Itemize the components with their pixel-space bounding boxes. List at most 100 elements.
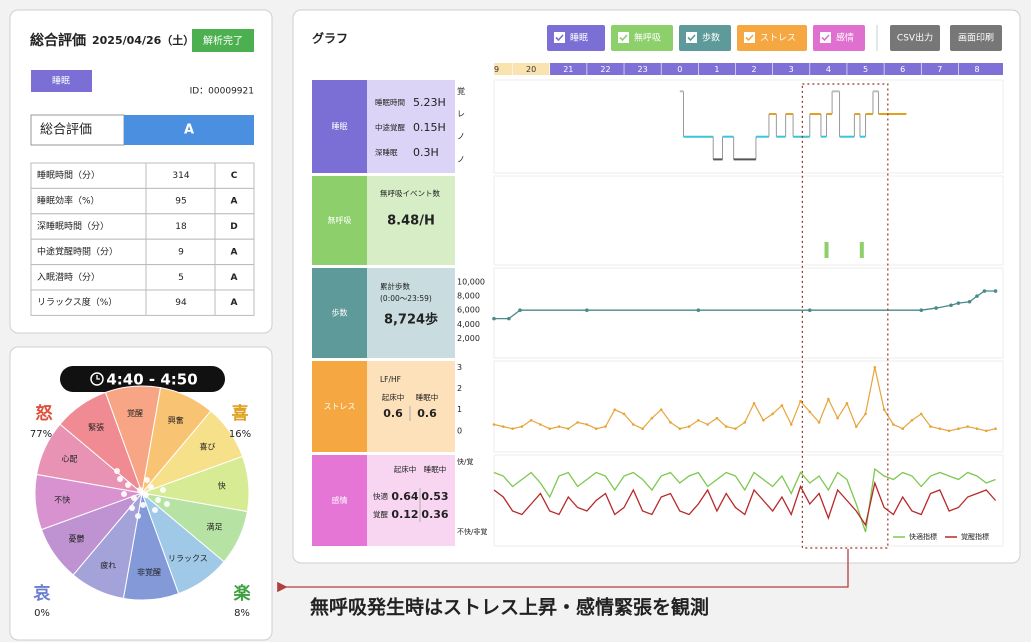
toggle[interactable] xyxy=(547,25,605,51)
stress-point xyxy=(854,425,858,428)
stress-point xyxy=(594,427,598,431)
stress-point xyxy=(910,418,914,422)
action-button[interactable] xyxy=(950,25,1002,51)
stress-point xyxy=(520,425,524,428)
steps-point xyxy=(982,289,987,293)
stress-point xyxy=(929,425,932,428)
steps-point xyxy=(507,316,511,321)
checkmark xyxy=(555,34,564,42)
table-row xyxy=(30,187,255,215)
checkbox[interactable] xyxy=(744,32,755,43)
row-label-block xyxy=(312,176,367,265)
stat-value: 0.36 xyxy=(421,508,448,521)
y-tick-label: 10,000 xyxy=(457,278,485,287)
hour-label: 1 xyxy=(714,65,719,74)
hour-label: 19 xyxy=(489,65,499,74)
stress-point xyxy=(901,427,904,431)
checkbox[interactable] xyxy=(820,32,831,43)
stress-point xyxy=(808,410,812,414)
plot-area xyxy=(493,267,1004,359)
metric-name: リラックス度（%） xyxy=(37,296,117,308)
y-tick-label: ノ xyxy=(457,132,465,141)
metric-name: 睡眠効率（%） xyxy=(37,195,100,207)
stat-value: 5.23H xyxy=(413,96,446,109)
metric-value: 5 xyxy=(178,273,184,283)
checkbox[interactable] xyxy=(618,32,629,43)
steps-point xyxy=(808,308,812,312)
stress-point xyxy=(762,418,765,422)
toggle[interactable] xyxy=(679,25,731,51)
hour-label: 8 xyxy=(974,65,979,74)
apnea-event xyxy=(859,242,864,258)
row-label: 睡眠 xyxy=(332,122,348,131)
metric-value: 18 xyxy=(175,222,187,232)
header-highlight xyxy=(512,63,550,75)
apnea-event xyxy=(824,242,829,258)
stress-point xyxy=(966,425,970,428)
toggle[interactable] xyxy=(611,25,673,51)
steps-point xyxy=(492,316,496,321)
corner-value: 77% xyxy=(30,429,52,440)
stat-label: 累計歩数 xyxy=(380,281,410,291)
stat-label: LF/HF xyxy=(380,375,401,384)
highlight-window xyxy=(801,83,889,549)
toggle-label: 無呼吸 xyxy=(634,32,661,44)
toggle[interactable] xyxy=(737,25,807,51)
row-label: 歩数 xyxy=(332,308,348,318)
y-tick-label: 2,000 xyxy=(457,334,480,343)
row-info xyxy=(367,455,455,546)
segment-label: 非覚醒 xyxy=(137,567,161,577)
toggle-label: ストレス xyxy=(760,34,796,44)
stress-point xyxy=(780,404,784,407)
stress-point xyxy=(845,402,849,405)
stress-point xyxy=(752,402,756,405)
hour-label: 7 xyxy=(937,65,942,74)
corner-value: 16% xyxy=(229,429,251,440)
steps-point xyxy=(934,306,938,310)
toggle[interactable] xyxy=(813,25,865,51)
row-info xyxy=(367,361,455,452)
segment-label: 興奮 xyxy=(168,415,184,425)
status-button[interactable] xyxy=(192,29,254,52)
status-label: 解析完了 xyxy=(203,34,243,47)
callout-arrow xyxy=(277,549,849,593)
metric-value: 9 xyxy=(178,247,184,257)
legend-label: 快適指標 xyxy=(909,532,937,541)
y-tick-label: 不快/非覚 xyxy=(457,527,487,536)
y-tick-label: 覚 xyxy=(457,86,465,96)
header-highlight xyxy=(494,63,513,75)
table-row xyxy=(30,238,255,266)
stress-point xyxy=(836,416,839,420)
stress-point xyxy=(994,427,997,431)
stat-value: 8,724歩 xyxy=(384,312,438,328)
stat-value: 0.53 xyxy=(421,490,448,503)
metric-name: 入眠潜時（分） xyxy=(37,271,100,283)
stat-value: 0.15H xyxy=(413,121,446,134)
metric-grade: A xyxy=(231,247,238,257)
corner-value: 8% xyxy=(234,608,250,619)
time-pill xyxy=(60,366,225,392)
steps-point xyxy=(967,299,972,304)
checkmark xyxy=(821,34,830,42)
row-label-block xyxy=(312,268,367,358)
toggle-label: 睡眠 xyxy=(570,32,588,44)
stress-point xyxy=(650,416,654,420)
stress-point xyxy=(984,429,988,433)
plot-area xyxy=(493,175,1004,266)
stress-point xyxy=(706,423,709,426)
steps-point xyxy=(975,294,979,298)
time-header: 19 20 21 22 23 0 1 2 3 4 5 6 7 8 xyxy=(489,63,1003,75)
wheel-segment xyxy=(59,391,144,495)
checkbox[interactable] xyxy=(554,32,565,43)
hour-label: 3 xyxy=(789,65,794,74)
clock-icon xyxy=(90,372,104,386)
action-button[interactable] xyxy=(890,25,940,51)
y-tick-label: 6,000 xyxy=(457,306,480,315)
row-label-block xyxy=(312,361,367,452)
action-label: 画面印刷 xyxy=(958,32,994,44)
checkbox[interactable] xyxy=(686,32,697,43)
steps-point xyxy=(993,289,998,293)
metric-value: 95 xyxy=(175,197,186,207)
caption: 無呼吸発生時はストレス上昇・感情緊張を観測 xyxy=(310,596,709,619)
